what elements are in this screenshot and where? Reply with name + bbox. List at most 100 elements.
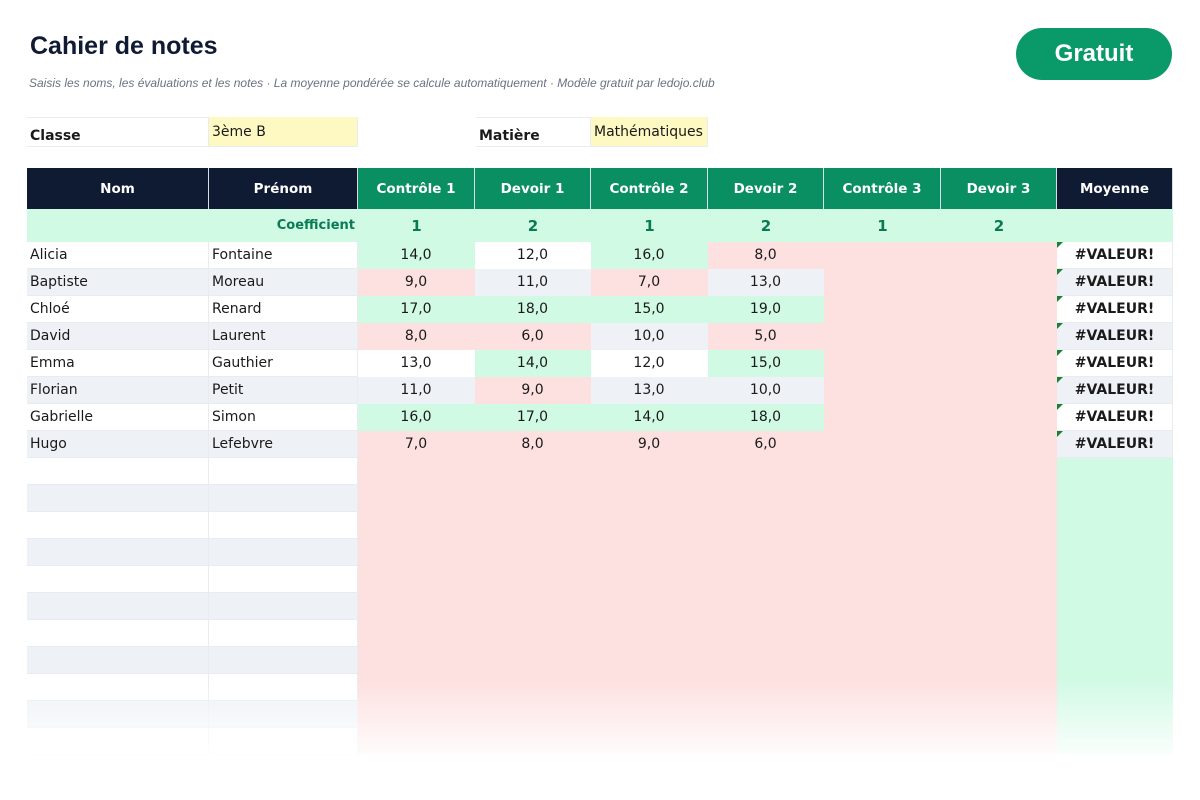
empty-cell[interactable] <box>1057 566 1173 593</box>
last-name[interactable]: Baptiste <box>27 269 209 296</box>
empty-cell[interactable] <box>591 620 708 647</box>
empty-cell[interactable] <box>475 620 591 647</box>
empty-cell[interactable] <box>824 458 941 485</box>
empty-cell[interactable] <box>209 485 358 512</box>
empty-cell[interactable] <box>27 512 209 539</box>
empty-cell[interactable] <box>209 512 358 539</box>
empty-cell[interactable] <box>475 566 591 593</box>
empty-cell[interactable] <box>591 647 708 674</box>
first-name[interactable]: Fontaine <box>209 242 358 269</box>
empty-cell[interactable] <box>941 647 1057 674</box>
empty-cell[interactable] <box>358 512 475 539</box>
grade[interactable]: 13,0 <box>591 377 708 404</box>
grade[interactable]: 12,0 <box>475 242 591 269</box>
empty-cell[interactable] <box>1057 539 1173 566</box>
empty-cell[interactable] <box>1057 512 1173 539</box>
grade[interactable] <box>824 431 941 458</box>
grade[interactable]: 10,0 <box>708 377 824 404</box>
empty-cell[interactable] <box>358 485 475 512</box>
empty-cell[interactable] <box>941 593 1057 620</box>
empty-cell[interactable] <box>27 620 209 647</box>
last-name[interactable]: Hugo <box>27 431 209 458</box>
empty-cell[interactable] <box>475 458 591 485</box>
grade[interactable]: 6,0 <box>708 431 824 458</box>
empty-cell[interactable] <box>475 485 591 512</box>
grade[interactable] <box>941 323 1057 350</box>
field-value[interactable]: 3ème B <box>209 117 358 147</box>
last-name[interactable]: Chloé <box>27 296 209 323</box>
empty-cell[interactable] <box>475 539 591 566</box>
grade[interactable] <box>824 377 941 404</box>
grade[interactable] <box>941 404 1057 431</box>
grade[interactable]: 5,0 <box>708 323 824 350</box>
grade[interactable]: 13,0 <box>708 269 824 296</box>
empty-cell[interactable] <box>358 458 475 485</box>
grade[interactable]: 7,0 <box>358 431 475 458</box>
grade[interactable] <box>941 242 1057 269</box>
grade[interactable]: 15,0 <box>708 350 824 377</box>
empty-cell[interactable] <box>708 566 824 593</box>
empty-cell[interactable] <box>708 539 824 566</box>
grade[interactable]: 11,0 <box>358 377 475 404</box>
empty-cell[interactable] <box>209 620 358 647</box>
grade[interactable]: 8,0 <box>475 431 591 458</box>
grade[interactable] <box>824 296 941 323</box>
empty-cell[interactable] <box>824 593 941 620</box>
empty-cell[interactable] <box>591 539 708 566</box>
first-name[interactable]: Laurent <box>209 323 358 350</box>
empty-cell[interactable] <box>824 539 941 566</box>
empty-cell[interactable] <box>1057 485 1173 512</box>
grade[interactable]: 16,0 <box>591 242 708 269</box>
empty-cell[interactable] <box>591 512 708 539</box>
grade[interactable] <box>824 269 941 296</box>
last-name[interactable]: Alicia <box>27 242 209 269</box>
empty-cell[interactable] <box>1057 620 1173 647</box>
empty-cell[interactable] <box>708 647 824 674</box>
empty-cell[interactable] <box>475 593 591 620</box>
empty-cell[interactable] <box>27 593 209 620</box>
first-name[interactable]: Renard <box>209 296 358 323</box>
grade[interactable]: 10,0 <box>591 323 708 350</box>
empty-cell[interactable] <box>358 593 475 620</box>
empty-cell[interactable] <box>941 512 1057 539</box>
empty-cell[interactable] <box>591 593 708 620</box>
grade[interactable]: 15,0 <box>591 296 708 323</box>
empty-cell[interactable] <box>1057 647 1173 674</box>
empty-cell[interactable] <box>941 485 1057 512</box>
grade[interactable]: 14,0 <box>475 350 591 377</box>
empty-cell[interactable] <box>358 620 475 647</box>
grade[interactable] <box>941 296 1057 323</box>
empty-cell[interactable] <box>209 458 358 485</box>
empty-cell[interactable] <box>708 458 824 485</box>
empty-cell[interactable] <box>824 512 941 539</box>
grade[interactable] <box>941 377 1057 404</box>
last-name[interactable]: Gabrielle <box>27 404 209 431</box>
empty-cell[interactable] <box>591 458 708 485</box>
last-name[interactable]: David <box>27 323 209 350</box>
empty-cell[interactable] <box>708 593 824 620</box>
grade[interactable]: 11,0 <box>475 269 591 296</box>
grade[interactable]: 9,0 <box>591 431 708 458</box>
empty-cell[interactable] <box>27 539 209 566</box>
empty-cell[interactable] <box>591 485 708 512</box>
empty-cell[interactable] <box>475 647 591 674</box>
grade[interactable]: 18,0 <box>708 404 824 431</box>
empty-cell[interactable] <box>941 566 1057 593</box>
empty-cell[interactable] <box>209 593 358 620</box>
grade[interactable]: 9,0 <box>475 377 591 404</box>
grade[interactable]: 12,0 <box>591 350 708 377</box>
empty-cell[interactable] <box>209 566 358 593</box>
empty-cell[interactable] <box>475 512 591 539</box>
grade[interactable]: 14,0 <box>358 242 475 269</box>
last-name[interactable]: Florian <box>27 377 209 404</box>
empty-cell[interactable] <box>358 647 475 674</box>
empty-cell[interactable] <box>1057 458 1173 485</box>
grade[interactable]: 17,0 <box>358 296 475 323</box>
empty-cell[interactable] <box>27 566 209 593</box>
empty-cell[interactable] <box>209 647 358 674</box>
first-name[interactable]: Moreau <box>209 269 358 296</box>
empty-cell[interactable] <box>27 485 209 512</box>
grade[interactable]: 8,0 <box>708 242 824 269</box>
grade[interactable]: 7,0 <box>591 269 708 296</box>
empty-cell[interactable] <box>708 485 824 512</box>
